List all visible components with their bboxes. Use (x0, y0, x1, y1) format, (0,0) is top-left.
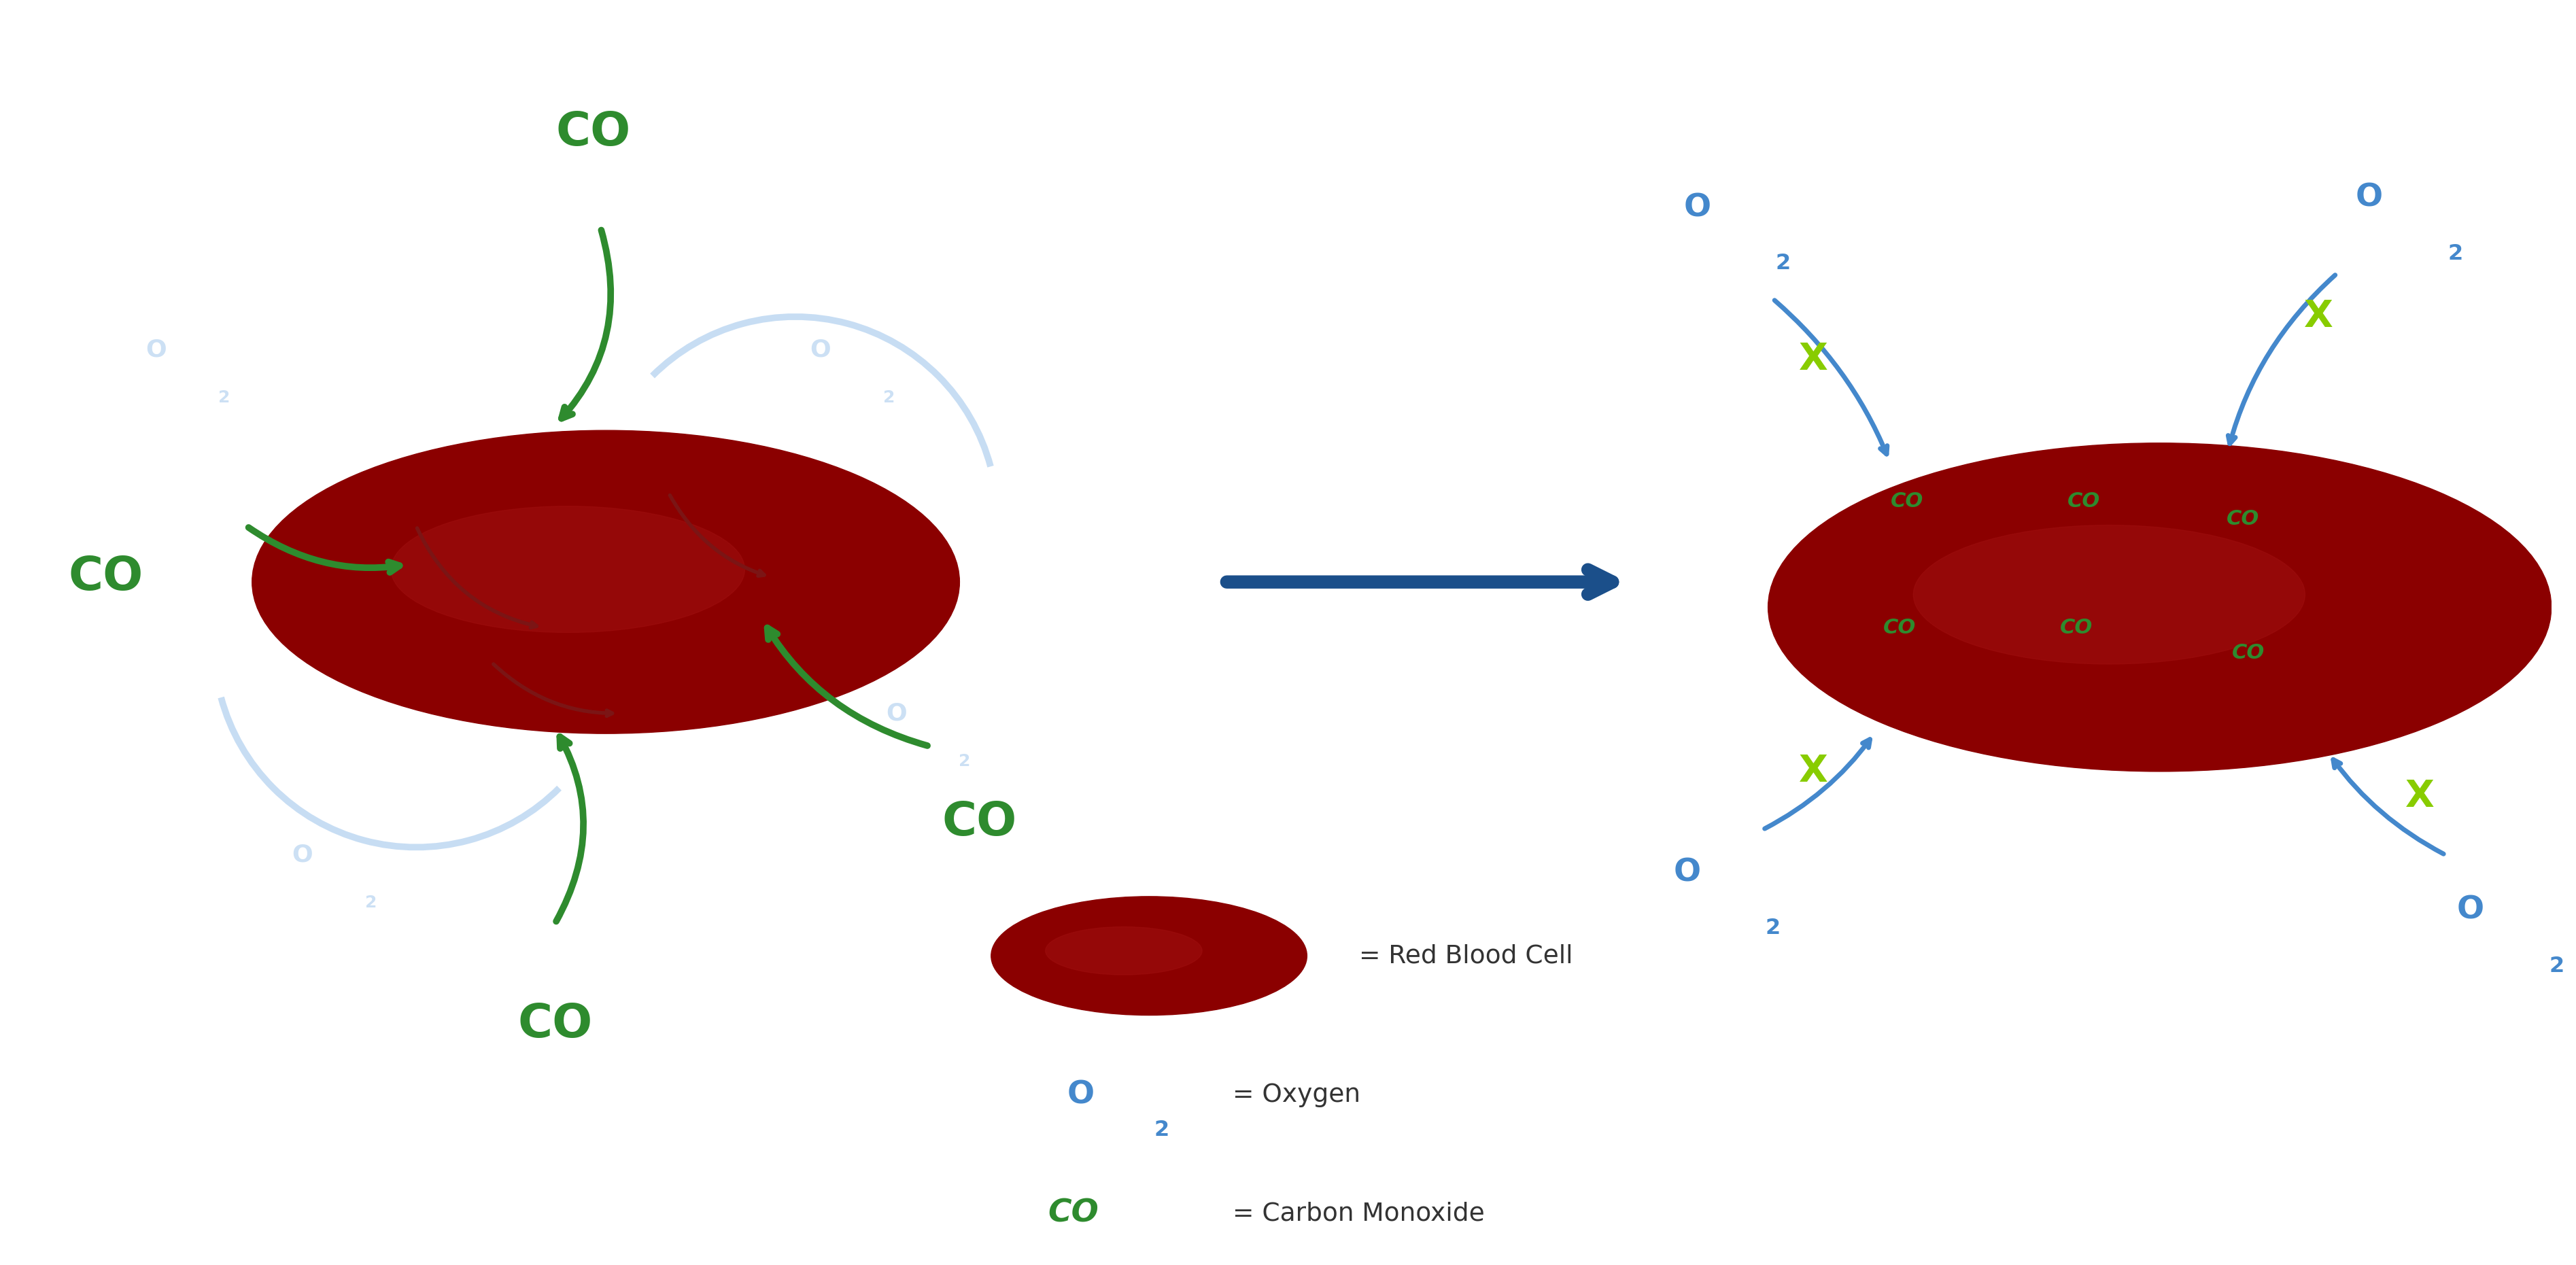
Ellipse shape (1046, 927, 1203, 975)
Text: O: O (147, 338, 167, 361)
Text: CO: CO (1883, 617, 1917, 638)
Text: O: O (2458, 896, 2483, 926)
Text: 2: 2 (219, 390, 229, 406)
Ellipse shape (992, 897, 1306, 1016)
Text: X: X (1798, 342, 1829, 378)
Text: CO: CO (67, 554, 144, 600)
Text: 2: 2 (1775, 253, 1790, 275)
Text: 2: 2 (1154, 1120, 1170, 1141)
Text: O: O (291, 844, 314, 867)
Ellipse shape (1914, 525, 2306, 664)
Text: 2: 2 (958, 753, 971, 769)
Text: CO: CO (1891, 491, 1924, 511)
Text: CO: CO (2061, 617, 2092, 638)
Text: 2: 2 (2447, 243, 2463, 264)
Text: 2: 2 (884, 390, 894, 406)
Text: X: X (2306, 299, 2334, 335)
Text: CO: CO (556, 110, 631, 156)
Ellipse shape (252, 430, 958, 734)
Text: CO: CO (943, 799, 1018, 845)
Text: CO: CO (1048, 1198, 1097, 1228)
Text: O: O (809, 338, 832, 361)
Ellipse shape (1767, 443, 2550, 772)
Text: O: O (1674, 858, 1700, 888)
Text: CO: CO (518, 1002, 592, 1047)
Text: X: X (2406, 778, 2434, 815)
Text: = Carbon Monoxide: = Carbon Monoxide (1231, 1202, 1484, 1226)
Text: = Red Blood Cell: = Red Blood Cell (1358, 944, 1571, 968)
Text: O: O (1685, 192, 1710, 224)
Text: O: O (886, 702, 907, 725)
Text: O: O (1066, 1079, 1095, 1111)
Text: 2: 2 (366, 894, 376, 911)
Text: = Oxygen: = Oxygen (1231, 1083, 1360, 1107)
Text: X: X (1798, 753, 1829, 789)
Text: CO: CO (2231, 643, 2264, 663)
Ellipse shape (392, 506, 744, 632)
Text: CO: CO (2069, 491, 2099, 511)
Text: 2: 2 (2548, 955, 2563, 977)
Text: 2: 2 (1765, 917, 1780, 939)
Text: O: O (2357, 182, 2383, 214)
Text: CO: CO (2226, 509, 2259, 529)
